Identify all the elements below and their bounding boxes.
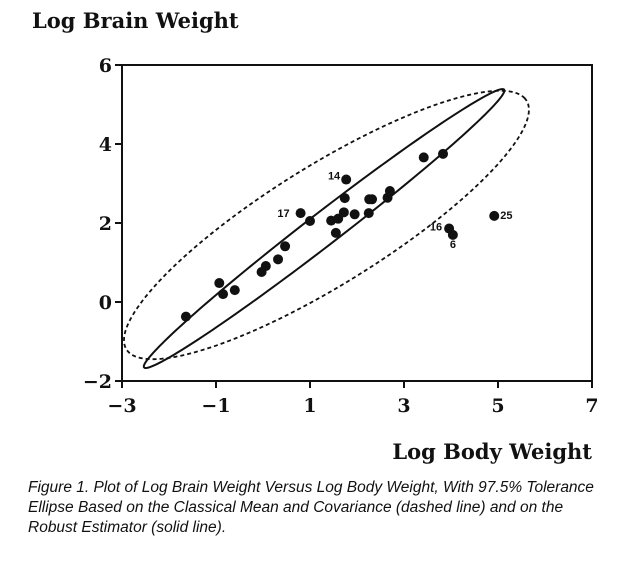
y-tick-label: 4	[99, 134, 112, 156]
data-point	[218, 289, 229, 300]
y-tick-label: −2	[83, 371, 112, 393]
data-points: 17 14 16 6 25	[180, 148, 512, 322]
point-label: 14	[328, 171, 341, 183]
y-tick-label: 6	[99, 55, 112, 77]
point-label: 25	[500, 210, 512, 222]
point-label: 17	[277, 208, 289, 220]
y-tick-label: 0	[99, 292, 112, 314]
data-point	[330, 227, 341, 238]
data-point	[367, 194, 378, 205]
x-tick-label: 1	[303, 395, 316, 417]
data-point	[273, 254, 284, 265]
x-tick-label: 3	[397, 395, 410, 417]
x-axis-title: Log Body Weight	[392, 439, 592, 464]
x-tick-label: −1	[201, 395, 230, 417]
data-point	[438, 148, 449, 159]
scatter-chart: Log Brain Weight Log Body Weight −3 −1 1 3 5…	[32, 8, 599, 464]
axis-ticks: −3 −1 1 3 5 7 −2 0 2 4 6	[83, 55, 599, 417]
data-point	[339, 193, 350, 204]
data-point	[418, 152, 429, 163]
data-point	[229, 285, 240, 296]
data-point	[295, 208, 306, 219]
y-tick-label: 2	[99, 213, 112, 235]
x-tick-label: −3	[107, 395, 136, 417]
data-point	[214, 278, 225, 289]
data-point	[341, 174, 352, 185]
data-point	[447, 229, 458, 240]
data-point	[384, 186, 395, 197]
data-point	[489, 210, 500, 221]
data-point	[349, 209, 360, 220]
classical-ellipse-dashed	[123, 89, 530, 361]
x-tick-label: 7	[585, 395, 598, 417]
data-point	[363, 208, 374, 219]
data-point	[338, 207, 349, 218]
robust-ellipse-solid	[142, 88, 506, 369]
y-axis-title: Log Brain Weight	[32, 8, 239, 33]
data-point	[280, 241, 291, 252]
x-tick-label: 5	[491, 395, 504, 417]
point-label: 16	[430, 222, 442, 234]
point-label: 6	[450, 239, 456, 251]
data-point	[260, 261, 271, 272]
data-point	[180, 311, 191, 322]
tolerance-ellipses	[123, 88, 530, 369]
data-point	[305, 216, 315, 227]
figure-caption: Figure 1. Plot of Log Brain Weight Versu…	[28, 479, 594, 536]
